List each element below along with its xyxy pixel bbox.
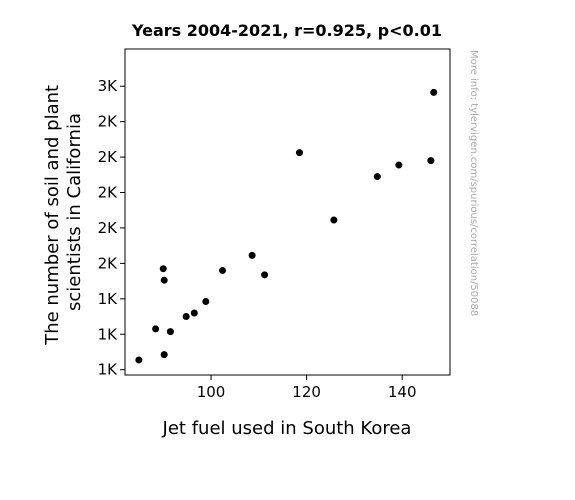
data-point <box>248 251 256 259</box>
data-point <box>152 325 160 333</box>
data-point <box>135 356 143 364</box>
data-points <box>135 88 438 364</box>
y-tick-label: 2K <box>98 254 119 272</box>
data-point <box>330 216 338 224</box>
data-point <box>160 351 168 359</box>
data-point <box>261 271 269 279</box>
y-axis-label-line-2: scientists in California <box>64 113 85 311</box>
data-point <box>395 161 403 169</box>
data-point <box>159 265 167 273</box>
x-axis: 100 120 140 <box>197 375 417 401</box>
plot-area <box>124 48 451 376</box>
data-point <box>166 328 174 336</box>
y-tick-label: 2K <box>98 113 119 131</box>
y-tick-label: 2K <box>98 148 119 166</box>
x-tick-label: 100 <box>197 383 226 401</box>
x-axis-label: Jet fuel used in South Korea <box>162 418 412 439</box>
data-point <box>182 313 190 321</box>
y-axis-label: The number of soil and plant scientists … <box>42 79 85 346</box>
data-point <box>427 157 435 165</box>
x-tick-label: 120 <box>292 383 321 401</box>
y-tick-label: 2K <box>98 184 119 202</box>
data-point <box>160 276 168 284</box>
y-tick-label: 1K <box>98 325 119 343</box>
chart-title: Years 2004-2021, r=0.925, p<0.01 <box>131 21 442 40</box>
x-tick-label: 140 <box>388 383 417 401</box>
data-point <box>373 173 381 181</box>
data-point <box>202 297 210 305</box>
data-point <box>430 88 438 96</box>
y-axis-label-line-1: The number of soil and plant <box>42 85 63 346</box>
data-point <box>295 149 303 157</box>
y-tick-label: 1K <box>98 290 119 308</box>
watermark-text: More info: tylervigen.com/spurious/corre… <box>468 50 479 316</box>
y-tick-label: 1K <box>98 361 119 379</box>
y-tick-label: 3K <box>98 77 119 95</box>
data-point <box>219 266 226 274</box>
data-point <box>190 309 198 317</box>
y-axis: 1K 1K 1K 2K 2K 2K 2K 2K 3K <box>98 77 125 379</box>
y-tick-label: 2K <box>98 219 119 237</box>
